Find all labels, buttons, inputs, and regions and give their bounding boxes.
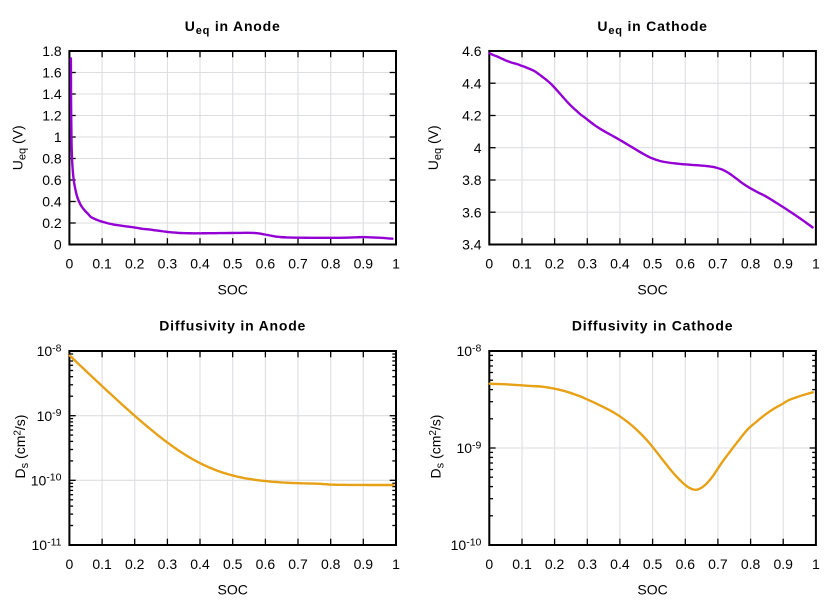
svg-text:Ds (cm2/s): Ds (cm2/s): [427, 415, 446, 479]
svg-text:0.8: 0.8: [42, 151, 62, 167]
svg-text:1.4: 1.4: [42, 86, 62, 102]
svg-text:0.5: 0.5: [223, 556, 243, 572]
svg-text:0.6: 0.6: [676, 556, 696, 572]
svg-text:3.4: 3.4: [462, 237, 482, 253]
svg-text:0.1: 0.1: [512, 255, 532, 271]
svg-text:1: 1: [812, 255, 820, 271]
svg-text:0: 0: [66, 255, 74, 271]
svg-text:1: 1: [54, 129, 62, 145]
svg-text:0.3: 0.3: [158, 556, 178, 572]
svg-text:Diffusivity in Cathode: Diffusivity in Cathode: [572, 318, 734, 334]
svg-text:0.9: 0.9: [773, 556, 793, 572]
svg-text:0.5: 0.5: [643, 556, 663, 572]
svg-text:0.4: 0.4: [610, 556, 630, 572]
svg-text:0.3: 0.3: [158, 255, 178, 271]
svg-text:0.3: 0.3: [578, 556, 598, 572]
svg-text:1.2: 1.2: [42, 108, 62, 124]
svg-text:0.2: 0.2: [545, 255, 565, 271]
svg-text:3.8: 3.8: [462, 172, 482, 188]
svg-text:0.5: 0.5: [643, 255, 663, 271]
svg-text:4.2: 4.2: [462, 108, 482, 124]
svg-text:0.6: 0.6: [42, 172, 62, 188]
svg-text:0.4: 0.4: [42, 194, 62, 210]
svg-text:3.6: 3.6: [462, 204, 482, 220]
svg-text:0.4: 0.4: [190, 255, 210, 271]
svg-text:0.1: 0.1: [92, 255, 112, 271]
svg-text:0.4: 0.4: [610, 255, 630, 271]
svg-text:0.9: 0.9: [354, 556, 374, 572]
svg-text:4.6: 4.6: [462, 43, 482, 59]
svg-text:Diffusivity in Anode: Diffusivity in Anode: [159, 318, 306, 334]
svg-text:0.8: 0.8: [321, 556, 341, 572]
svg-text:1.8: 1.8: [42, 43, 62, 59]
svg-text:0.7: 0.7: [708, 255, 728, 271]
svg-text:0.6: 0.6: [256, 255, 276, 271]
svg-text:0.3: 0.3: [578, 255, 598, 271]
svg-text:Ds (cm2/s): Ds (cm2/s): [12, 415, 31, 479]
svg-text:1: 1: [812, 556, 820, 572]
svg-text:0: 0: [485, 556, 493, 572]
svg-text:4.4: 4.4: [462, 75, 482, 91]
svg-text:0.7: 0.7: [288, 255, 308, 271]
svg-text:0: 0: [54, 237, 62, 253]
svg-text:0.4: 0.4: [190, 556, 210, 572]
svg-text:0.6: 0.6: [256, 556, 276, 572]
svg-text:SOC: SOC: [218, 582, 248, 598]
svg-text:0.5: 0.5: [223, 255, 243, 271]
svg-text:0.7: 0.7: [288, 556, 308, 572]
svg-text:0.8: 0.8: [741, 556, 761, 572]
svg-text:0.6: 0.6: [676, 255, 696, 271]
svg-text:0.1: 0.1: [92, 556, 112, 572]
svg-text:SOC: SOC: [637, 282, 667, 298]
svg-text:1: 1: [392, 255, 400, 271]
svg-text:1.6: 1.6: [42, 65, 62, 81]
svg-text:SOC: SOC: [637, 582, 667, 598]
svg-text:4: 4: [474, 140, 482, 156]
svg-text:0: 0: [66, 556, 74, 572]
svg-text:0: 0: [485, 255, 493, 271]
svg-text:1: 1: [392, 556, 400, 572]
svg-text:0.7: 0.7: [708, 556, 728, 572]
svg-text:0.9: 0.9: [773, 255, 793, 271]
svg-text:0.8: 0.8: [321, 255, 341, 271]
svg-text:0.2: 0.2: [545, 556, 565, 572]
svg-text:0.8: 0.8: [741, 255, 761, 271]
svg-text:0.9: 0.9: [354, 255, 374, 271]
svg-text:0.2: 0.2: [125, 556, 145, 572]
svg-text:0.2: 0.2: [125, 255, 145, 271]
svg-text:SOC: SOC: [218, 282, 248, 298]
svg-text:Ueq in Cathode: Ueq in Cathode: [597, 18, 707, 37]
svg-text:0.2: 0.2: [42, 215, 62, 231]
svg-text:0.1: 0.1: [512, 556, 532, 572]
